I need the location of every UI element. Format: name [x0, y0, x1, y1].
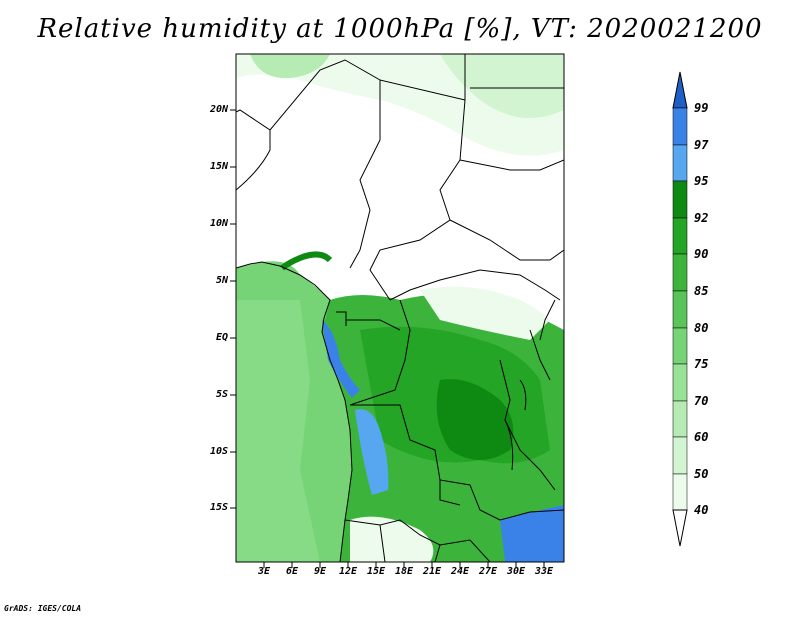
lon-label: 15E [366, 566, 386, 577]
lon-label: 18E [394, 566, 414, 577]
colorbar-label: 92 [694, 211, 709, 225]
colorbar-top-arrow [672, 71, 688, 109]
lat-label: 15S [209, 502, 228, 513]
colorbar-label: 99 [694, 101, 709, 115]
colorbar-swatch [672, 473, 688, 511]
lon-label: 33E [534, 566, 554, 577]
lon-label: 30E [506, 566, 526, 577]
colorbar-label: 40 [694, 503, 709, 517]
lon-label: 12E [338, 566, 358, 577]
colorbar-label: 60 [694, 430, 709, 444]
lon-label: 3E [257, 566, 271, 577]
lat-label: 5N [215, 275, 228, 286]
colorbar-swatch [672, 327, 688, 365]
colorbar-swatch [672, 436, 688, 475]
colorbar-label: 97 [694, 138, 709, 152]
lon-label: 9E [313, 566, 327, 577]
lat-ticks [230, 109, 236, 509]
map-frame [235, 53, 565, 563]
colorbar-label: 90 [694, 247, 709, 261]
colorbar-swatch [672, 180, 688, 219]
colorbar-label: 75 [694, 357, 709, 371]
lon-ticks [263, 562, 545, 568]
lon-label: 21E [422, 566, 442, 577]
lon-label: 27E [478, 566, 498, 577]
country-borders [236, 54, 564, 562]
colorbar-swatch [672, 400, 688, 438]
colorbar-label: 70 [694, 394, 709, 408]
colorbar-label: 95 [694, 174, 709, 188]
colorbar-label: 80 [694, 321, 709, 335]
colorbar-swatch [672, 107, 688, 146]
lon-label: 24E [450, 566, 470, 577]
lat-label: 5S [215, 389, 228, 400]
map-title: Relative humidity at 1000hPa [%], VT: 20… [37, 14, 763, 44]
colorbar-swatch [672, 144, 688, 182]
lat-label: 20N [209, 104, 228, 115]
colorbar-swatch [672, 217, 688, 255]
lat-label: 15N [209, 161, 228, 172]
colorbar-bottom-arrow [672, 509, 688, 547]
credit-text: GrADS: IGES/COLA [4, 604, 82, 613]
lat-label: 10S [209, 446, 228, 457]
colorbar [672, 71, 688, 547]
colorbar-label: 50 [694, 467, 709, 481]
colorbar-label: 85 [694, 284, 709, 298]
colorbar-swatch [672, 290, 688, 329]
lon-label: 6E [285, 566, 299, 577]
lat-label: EQ [215, 332, 228, 343]
colorbar-swatch [672, 253, 688, 292]
humidity-field [236, 54, 564, 562]
colorbar-swatch [672, 363, 688, 402]
lat-label: 10N [209, 218, 228, 229]
